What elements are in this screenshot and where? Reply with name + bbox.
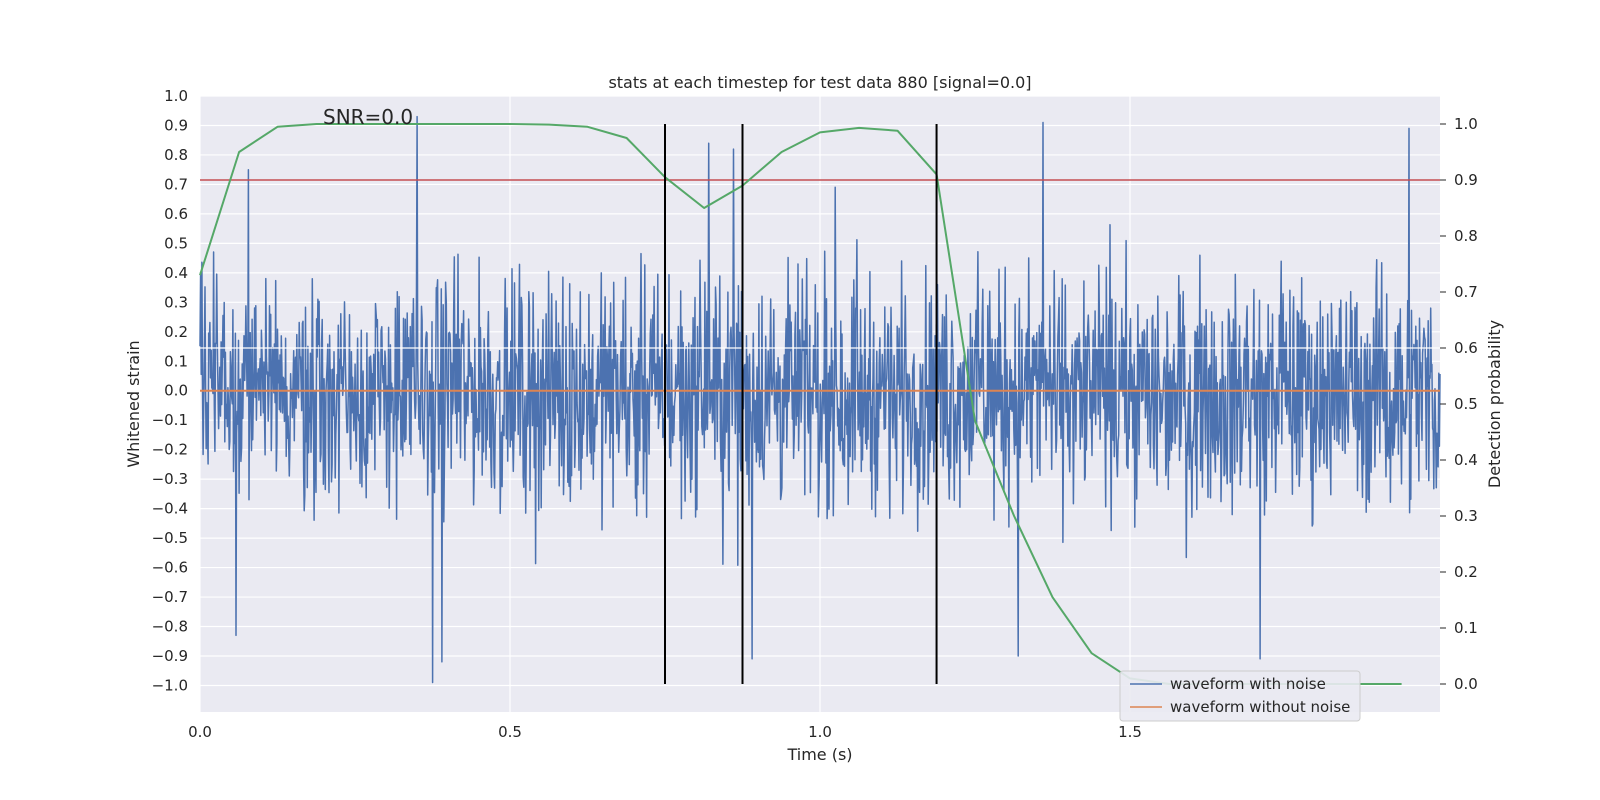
y-tick-label-left: 0.6 [164, 205, 188, 223]
y-tick-label-left: 0.4 [164, 264, 188, 282]
x-tick-label: 1.5 [1118, 723, 1142, 741]
legend: waveform with noise waveform without noi… [1119, 670, 1361, 722]
y-tick-label-right: 0.3 [1454, 507, 1478, 525]
y-axis-left-label: Whitened strain [124, 340, 143, 467]
y-tick-label-right: 0.0 [1454, 675, 1478, 693]
y-tick-label-right: 0.5 [1454, 395, 1478, 413]
y-tick-label-left: 0.0 [164, 382, 188, 400]
y-tick-label-right: 0.4 [1454, 451, 1478, 469]
y-tick-label-left: −1.0 [152, 676, 188, 694]
legend-box [1119, 670, 1361, 722]
y-tick-label-left: −0.5 [152, 529, 188, 547]
y-tick-label-left: 0.1 [164, 352, 188, 370]
legend-label-noise: waveform with noise [1170, 675, 1326, 693]
noise-series [199, 115, 1441, 684]
x-tick-label: 0.5 [498, 723, 522, 741]
tick-labels: 0.0 0.5 1.0 1.5 1.0 0.9 0.8 0.7 0.6 0.5 0.4 0.3 0.2 0… [152, 87, 1478, 741]
y-tick-label-left: 1.0 [164, 87, 188, 105]
y-tick-label-left: −0.1 [152, 411, 188, 429]
y-tick-label-right: 0.2 [1454, 563, 1478, 581]
legend-label-clean: waveform without noise [1170, 698, 1350, 716]
line-series [199, 123, 1440, 685]
y-tick-label-left: −0.3 [152, 470, 188, 488]
x-axis-label: Time (s) [786, 745, 852, 764]
y-tick-label-left: 0.5 [164, 234, 188, 252]
x-tick-label: 0.0 [188, 723, 212, 741]
y-tick-label-left: −0.7 [152, 588, 188, 606]
y-tick-label-right: 0.1 [1454, 619, 1478, 637]
y-tick-label-right: 0.8 [1454, 227, 1478, 245]
y-tick-label-left: 0.7 [164, 175, 188, 193]
y-tick-label-left: 0.2 [164, 323, 188, 341]
y-axis-right-label: Detection probability [1485, 320, 1504, 488]
x-tick-label: 1.0 [808, 723, 832, 741]
snr-annotation: SNR=0.0 [323, 105, 413, 129]
y-tick-label-left: −0.4 [152, 500, 188, 518]
y-tick-label-left: −0.9 [152, 647, 188, 665]
y-tick-label-right: 1.0 [1454, 115, 1478, 133]
y-tick-label-left: 0.8 [164, 146, 188, 164]
y-tick-label-left: 0.9 [164, 116, 188, 134]
y-tick-label-left: 0.3 [164, 293, 188, 311]
grid [199, 95, 1440, 712]
y-tick-label-right: 0.7 [1454, 283, 1478, 301]
chart-title: stats at each timestep for test data 880… [608, 73, 1031, 92]
y-tick-label-right: 0.9 [1454, 171, 1478, 189]
y-tick-label-right: 0.6 [1454, 339, 1478, 357]
y-tick-label-left: −0.2 [152, 441, 188, 459]
y-tick-label-left: −0.8 [152, 618, 188, 636]
noise-waveform-line [199, 115, 1441, 684]
y-tick-label-left: −0.6 [152, 559, 188, 577]
